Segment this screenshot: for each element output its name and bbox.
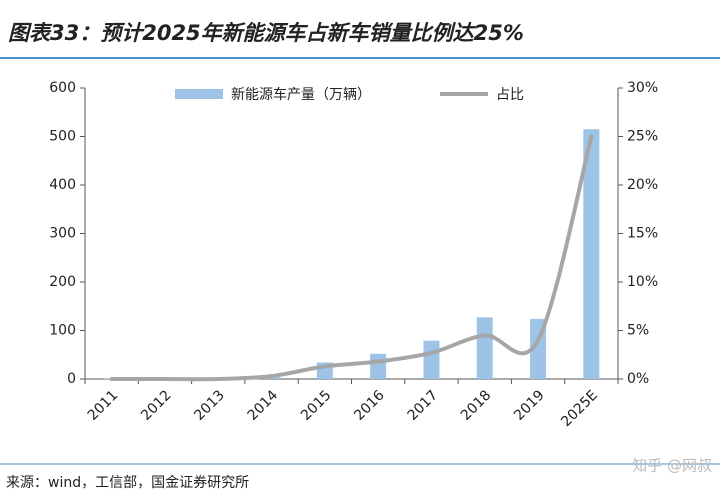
bar (370, 354, 386, 379)
y2-tick-label: 5% (627, 323, 649, 339)
y2-tick-label: 15% (627, 226, 658, 242)
y-tick-label: 100 (49, 323, 76, 339)
y-tick-label: 400 (49, 177, 76, 193)
legend-label: 占比 (496, 87, 524, 103)
y2-tick-label: 20% (627, 177, 658, 193)
legend-label: 新能源车产量（万辆） (231, 86, 371, 103)
y-tick-label: 200 (49, 274, 76, 290)
legend-swatch (175, 89, 223, 99)
y-tick-label: 300 (49, 226, 76, 242)
bar (477, 317, 493, 379)
source: 来源：wind，工信部，国金证券研究所 (6, 475, 249, 491)
y2-tick-label: 25% (627, 129, 658, 145)
y-tick-label: 0 (67, 371, 76, 387)
y-tick-label: 600 (49, 80, 76, 96)
bar (423, 341, 439, 379)
watermark: 知乎 @网叔 (632, 457, 712, 475)
y2-tick-label: 10% (627, 274, 658, 290)
y-tick-label: 500 (49, 129, 76, 145)
chart-title: 图表33：预计2025年新能源车占新车销量比例达25% (8, 21, 524, 45)
y2-tick-label: 30% (627, 80, 658, 96)
y2-tick-label: 0% (627, 371, 649, 387)
